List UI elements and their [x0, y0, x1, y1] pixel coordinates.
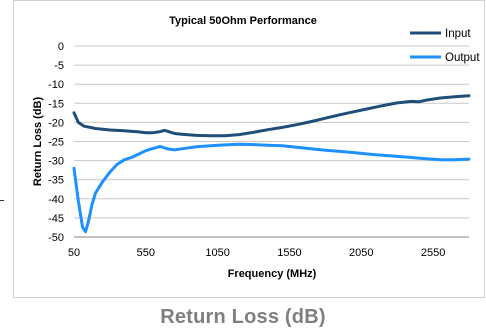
- y-tick-label: -50: [48, 232, 64, 244]
- legend-label-input: Input: [445, 28, 471, 40]
- x-tick-label: 550: [137, 247, 155, 259]
- chart-frame: [13, 0, 485, 298]
- y-tick-label: 0: [58, 41, 64, 53]
- legend: Input Output: [410, 28, 480, 64]
- chart-svg: 0 -5 -10 -15 -20 -25 -30 -35 -40 -45 -50 50 550 1050…: [32, 15, 480, 280]
- x-axis-label: Frequency (MHz): [228, 268, 317, 280]
- frame-edge-mark: [0, 200, 4, 201]
- y-axis-label: Return Loss (dB): [32, 97, 44, 187]
- legend-label-output: Output: [445, 52, 480, 64]
- y-tick-label: -20: [48, 117, 64, 129]
- series-group: [72, 94, 471, 234]
- y-tick-label: -10: [48, 79, 64, 91]
- y-tick-label: -35: [48, 175, 64, 187]
- y-tick-label: -15: [48, 98, 64, 110]
- x-tick-label: 50: [68, 247, 80, 259]
- series-line-input: [72, 94, 471, 138]
- x-tick-label: 2550: [421, 247, 445, 259]
- x-tick-label: 2050: [349, 247, 373, 259]
- x-tick-label: 1050: [205, 247, 229, 259]
- caption: Return Loss (dB): [160, 306, 326, 328]
- y-tick-label: -5: [54, 60, 64, 72]
- series-line-output: [72, 142, 471, 234]
- y-tick-label: -40: [48, 194, 64, 206]
- x-tick-label: 1550: [277, 247, 301, 259]
- gridlines: [74, 45, 469, 219]
- y-tick-labels: 0 -5 -10 -15 -20 -25 -30 -35 -40 -45 -50: [48, 41, 64, 244]
- y-tick-label: -45: [48, 213, 64, 225]
- y-tick-label: -25: [48, 137, 64, 149]
- x-tick-labels: 50 550 1050 1550 2050 2550: [68, 247, 445, 259]
- chart-title: Typical 50Ohm Performance: [169, 15, 317, 27]
- y-tick-label: -30: [48, 156, 64, 168]
